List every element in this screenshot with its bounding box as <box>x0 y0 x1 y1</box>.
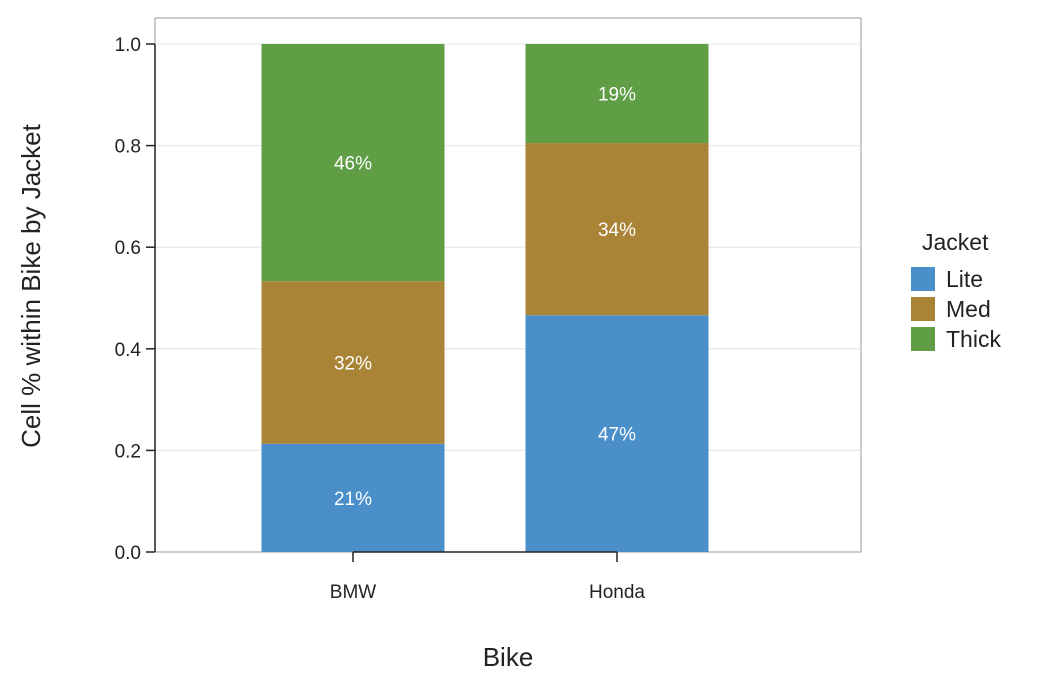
bar-thick-honda <box>525 44 709 144</box>
data-label: 46% <box>334 154 372 175</box>
legend-label: Thick <box>946 326 1001 352</box>
y-axis-label: Cell % within Bike by Jacket <box>16 123 46 447</box>
y-tick-label: 0.8 <box>115 137 141 158</box>
data-label: 34% <box>598 220 636 241</box>
bar-med-bmw <box>261 281 445 444</box>
x-axis-label: Bike <box>483 642 534 672</box>
bar-lite-honda <box>525 315 709 552</box>
y-tick-label: 0.0 <box>115 543 141 564</box>
data-label: 32% <box>334 354 372 375</box>
y-tick-label: 0.2 <box>115 441 141 462</box>
legend-label: Lite <box>946 266 983 292</box>
bar-med-honda <box>525 143 709 316</box>
bar-thick-bmw <box>261 44 445 282</box>
data-label: 19% <box>598 85 636 106</box>
legend-swatch-med <box>911 297 935 321</box>
legend-label: Med <box>946 296 991 322</box>
legend-swatch-lite <box>911 267 935 291</box>
legend: Jacket Lite Med Thick <box>911 229 1001 352</box>
x-tick-label: Honda <box>589 582 645 603</box>
legend-title: Jacket <box>922 229 989 255</box>
legend-swatch-thick <box>911 327 935 351</box>
x-tick-label: BMW <box>330 582 377 603</box>
y-tick-label: 1.0 <box>115 35 141 56</box>
data-label: 47% <box>598 425 636 446</box>
plot-frame <box>154 17 862 553</box>
y-tick-label: 0.4 <box>115 340 142 361</box>
y-tick-label: 0.6 <box>115 238 141 259</box>
data-label: 21% <box>334 489 372 510</box>
bar-lite-bmw <box>261 443 445 552</box>
